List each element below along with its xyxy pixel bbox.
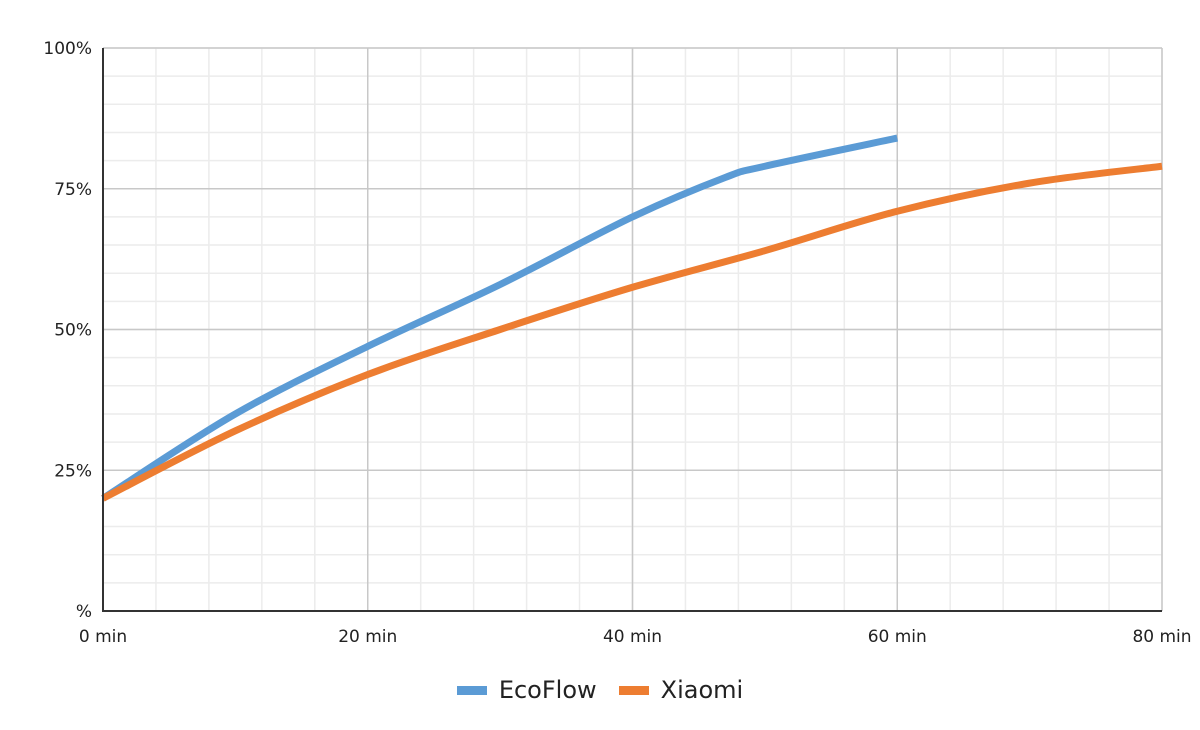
legend-item-ecoflow[interactable]: EcoFlow — [456, 676, 597, 704]
xiaomi-swatch-icon — [618, 685, 649, 695]
legend-label-xiaomi: Xiaomi — [660, 676, 744, 704]
x-tick-label: 80 min — [1132, 627, 1191, 647]
legend-label-ecoflow: EcoFlow — [498, 676, 597, 704]
y-tick-label: 100% — [43, 39, 92, 59]
y-tick-label: % — [76, 602, 92, 622]
x-tick-label: 0 min — [79, 627, 127, 647]
y-tick-label: 25% — [54, 461, 92, 481]
major-gridlines — [103, 47, 1163, 611]
xiaomi-series-line[interactable] — [101, 162, 1163, 502]
x-axis-tick-labels: 0 min 20 min 40 min 60 min 80 min — [79, 627, 1192, 647]
ecoflow-swatch-icon — [456, 685, 487, 695]
series-lines — [101, 134, 1163, 502]
x-tick-label: 60 min — [868, 627, 927, 647]
legend: EcoFlow Xiaomi — [0, 672, 1200, 708]
y-axis-tick-labels: % 25% 50% 75% 100% — [43, 39, 92, 622]
y-tick-label: 75% — [54, 180, 92, 200]
axes — [102, 48, 1162, 612]
x-tick-label: 40 min — [603, 627, 662, 647]
x-tick-label: 20 min — [338, 627, 397, 647]
line-chart: % 25% 50% 75% 100% 0 min 20 min 40 min 60 min 80… — [43, 39, 1192, 647]
legend-item-xiaomi[interactable]: Xiaomi — [618, 676, 744, 704]
ecoflow-series-line[interactable] — [101, 134, 898, 502]
y-tick-label: 50% — [54, 321, 92, 341]
